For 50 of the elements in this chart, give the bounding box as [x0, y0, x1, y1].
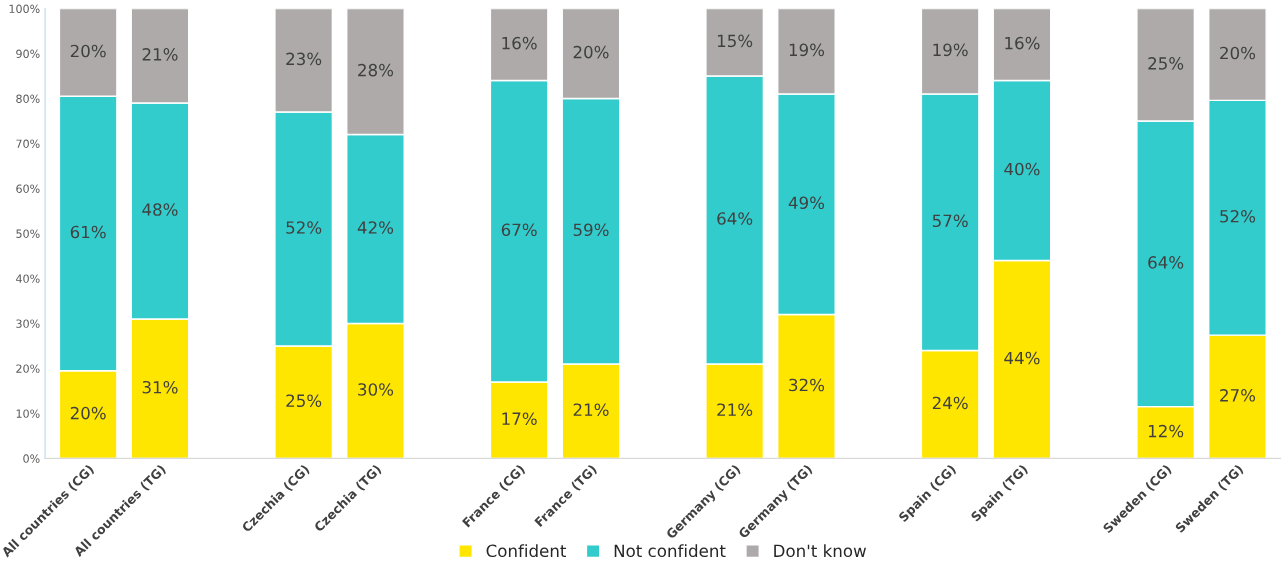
data-label: 61%	[70, 225, 106, 239]
legend-label: Not confident	[614, 544, 726, 558]
legend-label: Confident	[486, 544, 567, 558]
data-label: 42%	[357, 221, 394, 234]
y-tick-label: 80%	[16, 94, 40, 103]
data-label: 25%	[286, 394, 322, 408]
data-label: 15%	[717, 34, 753, 48]
y-tick-label: 70%	[16, 139, 40, 148]
y-tick-label: 90%	[16, 49, 40, 58]
legend-label: Don't know	[774, 544, 866, 558]
data-label: 20%	[70, 406, 106, 420]
data-label: 21%	[573, 403, 609, 417]
y-tick-label: 50%	[16, 229, 40, 238]
y-tick-label: 20%	[16, 364, 40, 373]
data-label: 52%	[1220, 209, 1256, 223]
data-label: 16%	[1005, 36, 1040, 50]
data-label: 28%	[358, 63, 394, 77]
data-label: 27%	[1220, 389, 1256, 402]
data-label: 20%	[70, 44, 106, 58]
data-label: 24%	[932, 396, 968, 410]
data-label: 40%	[1004, 162, 1040, 176]
data-label: 44%	[1004, 351, 1040, 365]
y-tick-label: 40%	[16, 274, 40, 283]
y-tick-label: 0%	[23, 454, 40, 463]
data-label: 31%	[142, 380, 178, 394]
data-label: 17%	[502, 412, 537, 425]
data-label: 64%	[1148, 256, 1184, 269]
data-label: 19%	[933, 43, 968, 57]
data-label: 64%	[717, 212, 753, 225]
data-label: 57%	[932, 214, 968, 228]
data-label: 19%	[789, 43, 825, 57]
data-label: 20%	[573, 45, 609, 59]
data-label: 23%	[286, 52, 322, 66]
y-tick-label: 100%	[9, 4, 40, 13]
y-tick-label: 30%	[16, 319, 40, 328]
data-label: 49%	[788, 196, 825, 210]
data-label: 59%	[573, 223, 609, 237]
data-label: 21%	[717, 403, 753, 417]
data-label: 20%	[1220, 46, 1256, 60]
data-label: 16%	[502, 36, 537, 50]
data-label: 48%	[142, 203, 178, 216]
data-label: 67%	[501, 223, 537, 237]
data-label: 21%	[142, 48, 178, 61]
data-label: 30%	[358, 383, 394, 396]
data-label: 12%	[1148, 424, 1184, 438]
y-tick-label: 60%	[16, 184, 40, 193]
data-label: 25%	[1148, 57, 1184, 70]
data-label: 52%	[286, 221, 322, 234]
y-tick-label: 10%	[16, 409, 40, 418]
data-label: 32%	[789, 378, 825, 392]
